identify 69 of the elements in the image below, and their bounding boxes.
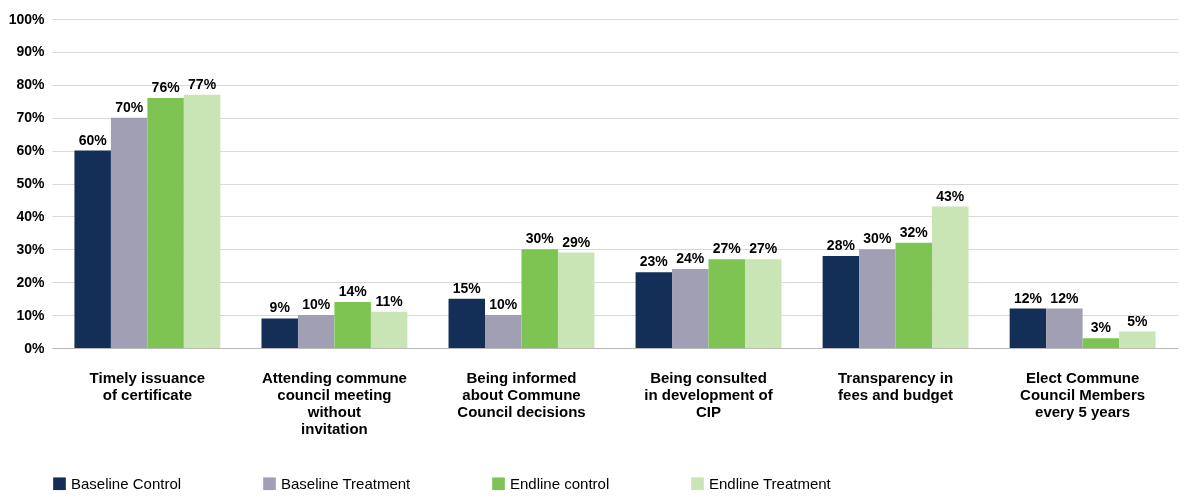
data-label: 11% <box>375 292 404 309</box>
bar <box>521 249 558 348</box>
y-tick-label: 60% <box>16 142 46 159</box>
data-label: 29% <box>562 233 591 250</box>
bar <box>932 206 969 348</box>
data-label: 27% <box>749 240 778 257</box>
data-label: 32% <box>899 223 929 240</box>
bar <box>635 272 673 348</box>
bar <box>672 269 709 348</box>
data-label: 60% <box>78 131 108 148</box>
data-label: 28% <box>826 236 856 253</box>
bar <box>183 94 221 348</box>
legend-label: Endline Treatment <box>709 474 832 492</box>
data-label: 70% <box>115 98 144 115</box>
bar <box>74 150 111 348</box>
y-tick-label: 50% <box>16 175 46 191</box>
data-label: 77% <box>188 75 217 92</box>
data-label: 12% <box>1013 289 1043 306</box>
y-tick-label: 100% <box>8 10 46 27</box>
data-label: 3% <box>1090 319 1112 336</box>
data-label: 10% <box>302 296 331 313</box>
bar <box>370 311 408 348</box>
y-tick-label: 0% <box>24 339 46 356</box>
bar <box>708 259 745 348</box>
bar <box>895 242 933 348</box>
data-label: 5% <box>1127 312 1148 329</box>
x-tick-label: Being consulted in development of CIP <box>644 368 774 420</box>
bar <box>1046 308 1083 348</box>
data-label: 23% <box>639 253 669 270</box>
y-tick-label: 40% <box>16 207 46 224</box>
legend-label: Endline control <box>510 474 610 492</box>
bar <box>1009 308 1047 348</box>
y-tick-label: 80% <box>16 76 46 93</box>
x-tick-label: Elect Commune Council Members every 5 years <box>1020 368 1146 420</box>
data-label: 30% <box>863 230 892 247</box>
bar <box>485 315 522 348</box>
x-tick-label: Transparency in fees and budget <box>838 368 954 403</box>
bar <box>859 249 896 348</box>
data-label: 24% <box>676 250 705 267</box>
data-label: 43% <box>936 187 965 204</box>
data-label: 76% <box>151 78 181 95</box>
y-tick-label: 70% <box>16 109 46 126</box>
bar <box>261 318 298 348</box>
bar <box>297 315 335 348</box>
bar <box>448 298 485 348</box>
y-tick-label: 90% <box>16 43 46 60</box>
data-label: 30% <box>525 230 555 247</box>
bar <box>745 259 782 348</box>
bar <box>557 252 595 348</box>
x-tick-label: Attending commune council meeting without invitation <box>261 368 407 437</box>
bar <box>334 301 371 348</box>
y-tick-label: 10% <box>16 306 46 323</box>
x-tick-label: Timely issuance of certificate <box>89 368 206 403</box>
data-label: 15% <box>452 279 482 296</box>
bar <box>147 97 184 348</box>
bar <box>1082 338 1120 348</box>
legend-label: Baseline Control <box>71 474 182 492</box>
data-label: 10% <box>489 296 518 313</box>
y-tick-label: 30% <box>16 240 46 257</box>
data-label: 12% <box>1050 289 1079 306</box>
data-label: 27% <box>712 240 742 257</box>
bar <box>110 117 148 348</box>
legend-label: Baseline Treatment <box>281 474 412 492</box>
data-label: 14% <box>338 282 368 299</box>
y-tick-label: 20% <box>16 273 46 290</box>
data-label: 9% <box>269 299 291 316</box>
bar <box>1119 331 1156 348</box>
bar <box>822 255 860 348</box>
x-tick-label: Being informed about Commune Council decisions <box>457 368 586 420</box>
